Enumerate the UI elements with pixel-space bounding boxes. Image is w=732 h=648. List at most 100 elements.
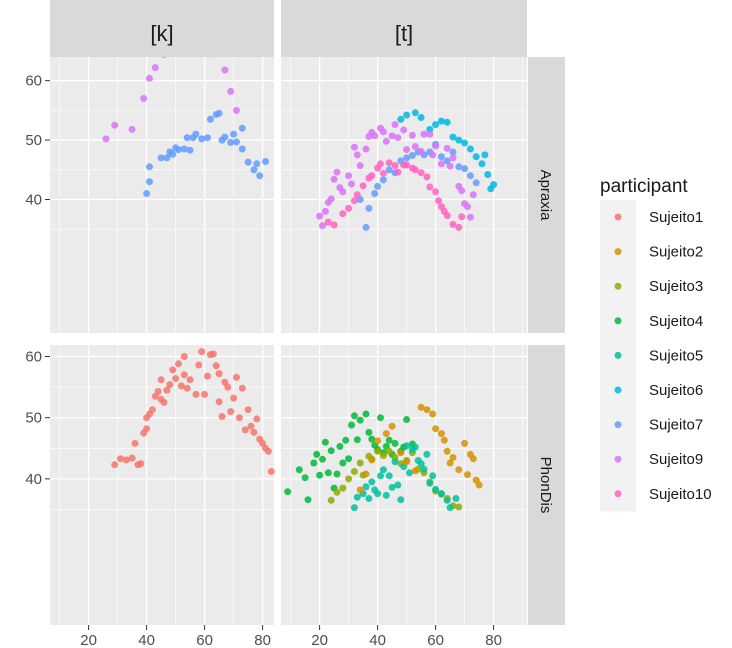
data-point-sujeito4 xyxy=(345,455,353,463)
data-point-sujeito5 xyxy=(452,495,460,502)
data-point-sujeito9 xyxy=(466,213,474,221)
data-point-sujeito3 xyxy=(345,475,353,483)
data-point-sujeito6 xyxy=(481,151,489,159)
data-point-sujeito10 xyxy=(353,191,361,199)
data-point-sujeito4 xyxy=(350,412,358,420)
data-point-sujeito1 xyxy=(186,376,194,384)
data-point-sujeito3 xyxy=(350,468,358,475)
data-point-sujeito5 xyxy=(362,483,370,491)
data-point-sujeito9 xyxy=(432,142,440,150)
data-point-sujeito1 xyxy=(233,373,240,381)
data-point-sujeito9 xyxy=(464,203,471,211)
legend-key-sujeito10 xyxy=(614,490,622,498)
data-point-sujeito5 xyxy=(406,469,413,477)
data-point-sujeito9 xyxy=(151,64,159,72)
data-point-sujeito10 xyxy=(324,218,332,226)
data-point-sujeito3 xyxy=(339,484,347,492)
data-point-sujeito4 xyxy=(327,447,335,455)
data-point-sujeito5 xyxy=(353,493,361,501)
data-point-sujeito7 xyxy=(169,150,177,158)
data-point-sujeito7 xyxy=(437,153,445,161)
data-point-sujeito2 xyxy=(429,410,437,418)
panel-background xyxy=(281,345,527,625)
data-point-sujeito2 xyxy=(374,437,382,445)
data-point-sujeito4 xyxy=(310,459,318,467)
data-point-sujeito9 xyxy=(371,132,379,140)
legend-label-sujeito1: Sujeito1 xyxy=(649,209,703,226)
data-point-sujeito9 xyxy=(348,180,355,188)
data-point-sujeito5 xyxy=(388,483,396,491)
data-point-sujeito9 xyxy=(140,95,148,102)
data-point-sujeito7 xyxy=(371,190,379,197)
data-point-sujeito9 xyxy=(391,121,399,129)
y-tick-label: 50 xyxy=(25,410,42,427)
data-point-sujeito1 xyxy=(227,408,235,416)
data-point-sujeito5 xyxy=(403,442,411,450)
data-point-sujeito5 xyxy=(443,496,451,504)
data-point-sujeito1 xyxy=(169,366,177,374)
data-point-sujeito9 xyxy=(420,130,428,138)
data-point-sujeito1 xyxy=(163,386,171,394)
data-point-sujeito7 xyxy=(238,145,246,153)
data-point-sujeito7 xyxy=(408,152,416,159)
data-point-sujeito1 xyxy=(267,468,275,475)
data-point-sujeito5 xyxy=(385,472,393,480)
data-point-sujeito9 xyxy=(446,162,454,170)
data-point-sujeito7 xyxy=(180,145,188,153)
data-point-sujeito7 xyxy=(461,165,469,173)
legend-title: participant xyxy=(600,176,688,197)
data-point-sujeito9 xyxy=(350,143,358,151)
data-point-sujeito10 xyxy=(449,220,457,228)
x-tick-label: 40 xyxy=(369,632,386,648)
data-point-sujeito7 xyxy=(215,109,223,117)
data-point-sujeito6 xyxy=(403,111,411,119)
x-tick-label: 80 xyxy=(485,632,502,648)
data-point-sujeito9 xyxy=(362,145,370,153)
data-point-sujeito1 xyxy=(253,415,261,423)
data-point-sujeito5 xyxy=(377,472,384,480)
data-point-sujeito7 xyxy=(146,163,153,171)
data-point-sujeito7 xyxy=(146,178,153,186)
data-point-sujeito5 xyxy=(374,490,382,498)
data-point-sujeito1 xyxy=(264,447,272,455)
data-point-sujeito1 xyxy=(160,398,168,406)
data-point-sujeito4 xyxy=(348,421,355,429)
data-point-sujeito1 xyxy=(180,353,188,360)
data-point-sujeito1 xyxy=(215,370,223,378)
legend-key-sujeito4 xyxy=(614,317,622,325)
legend-label-sujeito9: Sujeito9 xyxy=(649,451,703,468)
data-point-sujeito9 xyxy=(319,222,326,230)
data-point-sujeito7 xyxy=(374,182,382,190)
data-point-sujeito2 xyxy=(475,481,483,489)
data-point-sujeito10 xyxy=(377,160,384,168)
data-point-sujeito10 xyxy=(435,197,442,205)
data-point-sujeito10 xyxy=(394,168,402,176)
legend-label-sujeito10: Sujeito10 xyxy=(649,486,712,503)
data-point-sujeito5 xyxy=(429,472,437,480)
data-point-sujeito1 xyxy=(247,422,255,430)
data-point-sujeito9 xyxy=(382,137,390,145)
data-point-sujeito7 xyxy=(256,172,264,180)
y-tick-label: 40 xyxy=(25,471,42,488)
data-point-sujeito2 xyxy=(368,456,376,464)
data-point-sujeito3 xyxy=(385,447,393,455)
legend-key-sujeito9 xyxy=(614,455,622,463)
data-point-sujeito4 xyxy=(333,470,341,478)
data-point-sujeito2 xyxy=(446,459,454,467)
data-point-sujeito7 xyxy=(157,154,165,162)
data-point-sujeito4 xyxy=(301,474,309,482)
data-point-sujeito9 xyxy=(227,87,235,95)
data-point-sujeito4 xyxy=(403,416,411,423)
data-point-sujeito7 xyxy=(186,146,194,154)
data-point-sujeito3 xyxy=(327,496,335,504)
data-point-sujeito5 xyxy=(426,479,434,487)
data-point-sujeito2 xyxy=(455,466,463,474)
data-point-sujeito4 xyxy=(336,442,344,450)
strip-row-phondis xyxy=(528,345,565,625)
data-point-sujeito9 xyxy=(443,144,451,152)
data-point-sujeito10 xyxy=(432,188,440,196)
data-point-sujeito9 xyxy=(429,151,437,159)
data-point-sujeito5 xyxy=(423,450,431,458)
data-point-sujeito1 xyxy=(195,361,203,369)
strip-col-t-label: [t] xyxy=(395,21,413,46)
